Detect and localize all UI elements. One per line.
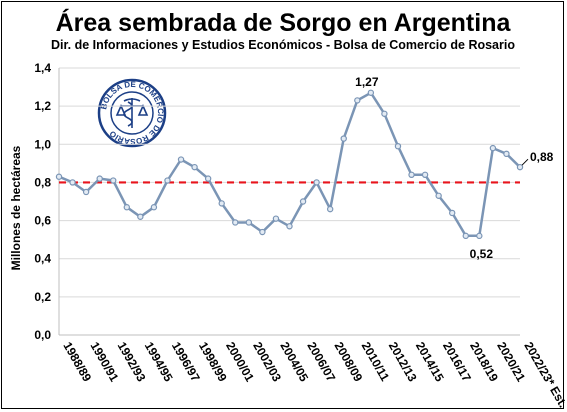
chart-subtitle: Dir. de Informaciones y Estudios Económi… [51, 38, 515, 52]
annotation-leader [521, 158, 529, 166]
chart-title: Área sembrada de Sorgo en Argentina [56, 8, 512, 37]
data-point [96, 175, 103, 182]
data-point [462, 232, 469, 240]
data-point [245, 219, 253, 226]
data-label: 0,52 [470, 247, 494, 261]
data-point [313, 179, 320, 186]
x-tick-label: 2022/23* Est. [521, 340, 565, 411]
y-tick-label: 0,4 [34, 252, 51, 266]
data-point [421, 171, 429, 178]
y-tick-label: 0,0 [34, 328, 51, 342]
data-point [177, 156, 185, 163]
data-point [82, 188, 90, 196]
data-point [299, 198, 307, 205]
data-point [449, 209, 456, 217]
data-point [191, 163, 198, 171]
data-point [272, 215, 280, 222]
data-point [367, 89, 375, 96]
data-point [354, 97, 361, 104]
data-point [204, 175, 212, 182]
y-tick-label: 0,6 [34, 214, 51, 228]
y-tick-label: 1,4 [34, 61, 51, 75]
data-point [435, 192, 442, 199]
data-point [232, 219, 239, 226]
y-tick-label: 0,8 [34, 175, 51, 189]
data-point [259, 228, 266, 236]
data-point [326, 205, 334, 213]
data-point [55, 173, 63, 180]
data-point [408, 171, 415, 178]
data-point [381, 110, 388, 117]
data-point [69, 179, 76, 186]
data-point [164, 177, 171, 184]
data-point [110, 177, 117, 184]
data-point [123, 204, 130, 211]
y-axis-label: Millones de hectáreas [9, 145, 23, 270]
data-point [516, 163, 524, 171]
data-point [476, 232, 483, 240]
y-tick-label: 1,0 [34, 137, 51, 151]
data-point [150, 204, 158, 211]
data-point [218, 200, 225, 207]
data-point [137, 213, 144, 220]
data-point [286, 223, 293, 230]
data-point [489, 144, 497, 152]
y-tick-label: 1,2 [34, 99, 51, 113]
data-point [503, 150, 510, 158]
data-label: 0,88 [530, 150, 554, 164]
data-point [340, 135, 347, 142]
y-tick-label: 0,2 [34, 290, 51, 304]
data-label: 1,27 [355, 75, 379, 89]
bolsa-comercio-rosario-logo: BOLSA DE COMERCIO DE ROSARIO [97, 78, 167, 148]
data-point [394, 142, 402, 150]
